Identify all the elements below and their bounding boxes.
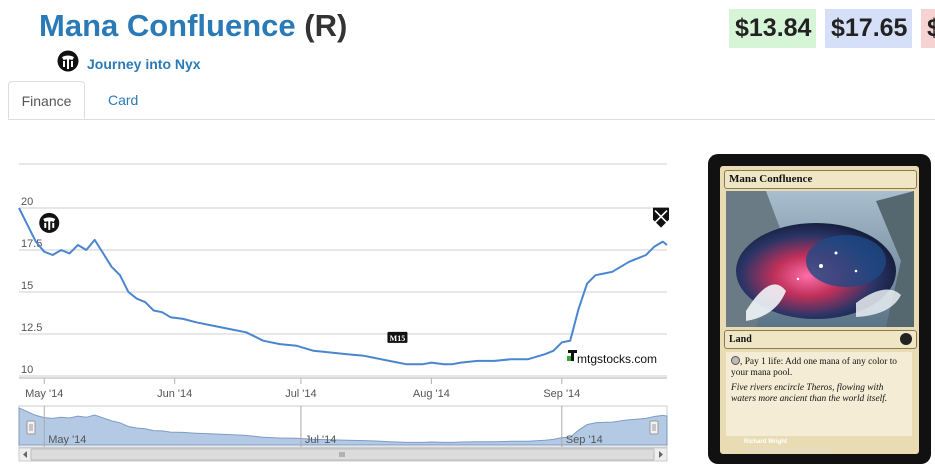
card-title: Mana Confluence (R) — [39, 8, 347, 44]
price-history-chart[interactable]: 10 12.5 15 17.5 20 May '14 Jun '14 Jul '14 Aug '… — [0, 140, 690, 468]
scroll-right-arrow-icon[interactable] — [659, 451, 663, 458]
card-inner-frame: Mana Confluence — [720, 166, 919, 454]
card-copyright: ™ & © 2014 Wizards of the Coast 163/165 — [744, 447, 830, 452]
journey-into-nyx-set-icon — [39, 212, 60, 233]
x-tick-label: Sep '14 — [543, 388, 580, 400]
card-artist: Richard Wright — [744, 439, 787, 445]
watermark-text: mtgstocks.com — [577, 352, 657, 366]
card-image-name: Mana Confluence — [724, 170, 917, 189]
tab-card[interactable]: Card — [108, 92, 139, 108]
price-high: $ — [921, 9, 935, 48]
x-tick-label: Jun '14 — [157, 388, 192, 400]
scroll-left-arrow-icon[interactable] — [23, 451, 27, 458]
set-symbol-icon — [900, 333, 912, 345]
navigator-area — [18, 407, 668, 446]
set-name-link[interactable]: Journey into Nyx — [87, 55, 201, 72]
price-series-line — [18, 207, 668, 366]
tap-symbol-icon — [731, 356, 740, 365]
card-textbox: , Pay 1 life: Add one mana of any color … — [726, 352, 912, 436]
navigator-right-handle[interactable] — [649, 420, 659, 435]
card-artwork — [726, 191, 914, 327]
y-tick-label: 17.5 — [21, 238, 42, 250]
card-type-line: Land — [724, 330, 917, 349]
rarity-label: (R) — [304, 8, 348, 43]
card-flavor-text: Five rivers encircle Theros, flowing wit… — [731, 383, 888, 404]
tab-finance[interactable]: Finance — [8, 81, 85, 119]
y-tick-label: 20 — [21, 196, 33, 208]
navigator-left-handle[interactable] — [26, 420, 36, 435]
x-tick-label: Aug '14 — [413, 388, 450, 400]
card-name: Mana Confluence — [39, 8, 296, 43]
navigator-tick-label: May '14 — [48, 434, 86, 446]
m15-set-icon: M15 — [387, 331, 408, 343]
m15-marker-label: M15 — [390, 334, 406, 343]
y-tick-label: 12.5 — [21, 322, 42, 334]
y-tick-label: 10 — [21, 364, 33, 376]
card-image: Mana Confluence — [708, 154, 931, 464]
tab-bar: Finance Card — [8, 81, 935, 120]
navigator-tick-label: Sep '14 — [566, 434, 603, 446]
y-tick-label: 15 — [21, 280, 33, 292]
price-average: $17.65 — [825, 9, 912, 48]
price-low: $13.84 — [729, 9, 816, 48]
khans-of-tarkir-set-icon — [653, 207, 669, 228]
x-tick-label: Jul '14 — [285, 388, 316, 400]
x-tick-label: May '14 — [25, 388, 63, 400]
set-row: Journey into Nyx — [57, 50, 201, 77]
mtgstocks-watermark — [567, 350, 577, 361]
navigator-tick-label: Jul '14 — [305, 434, 336, 446]
card-rules-text: , Pay 1 life: Add one mana of any color … — [731, 356, 897, 378]
journey-into-nyx-set-icon — [57, 50, 79, 77]
